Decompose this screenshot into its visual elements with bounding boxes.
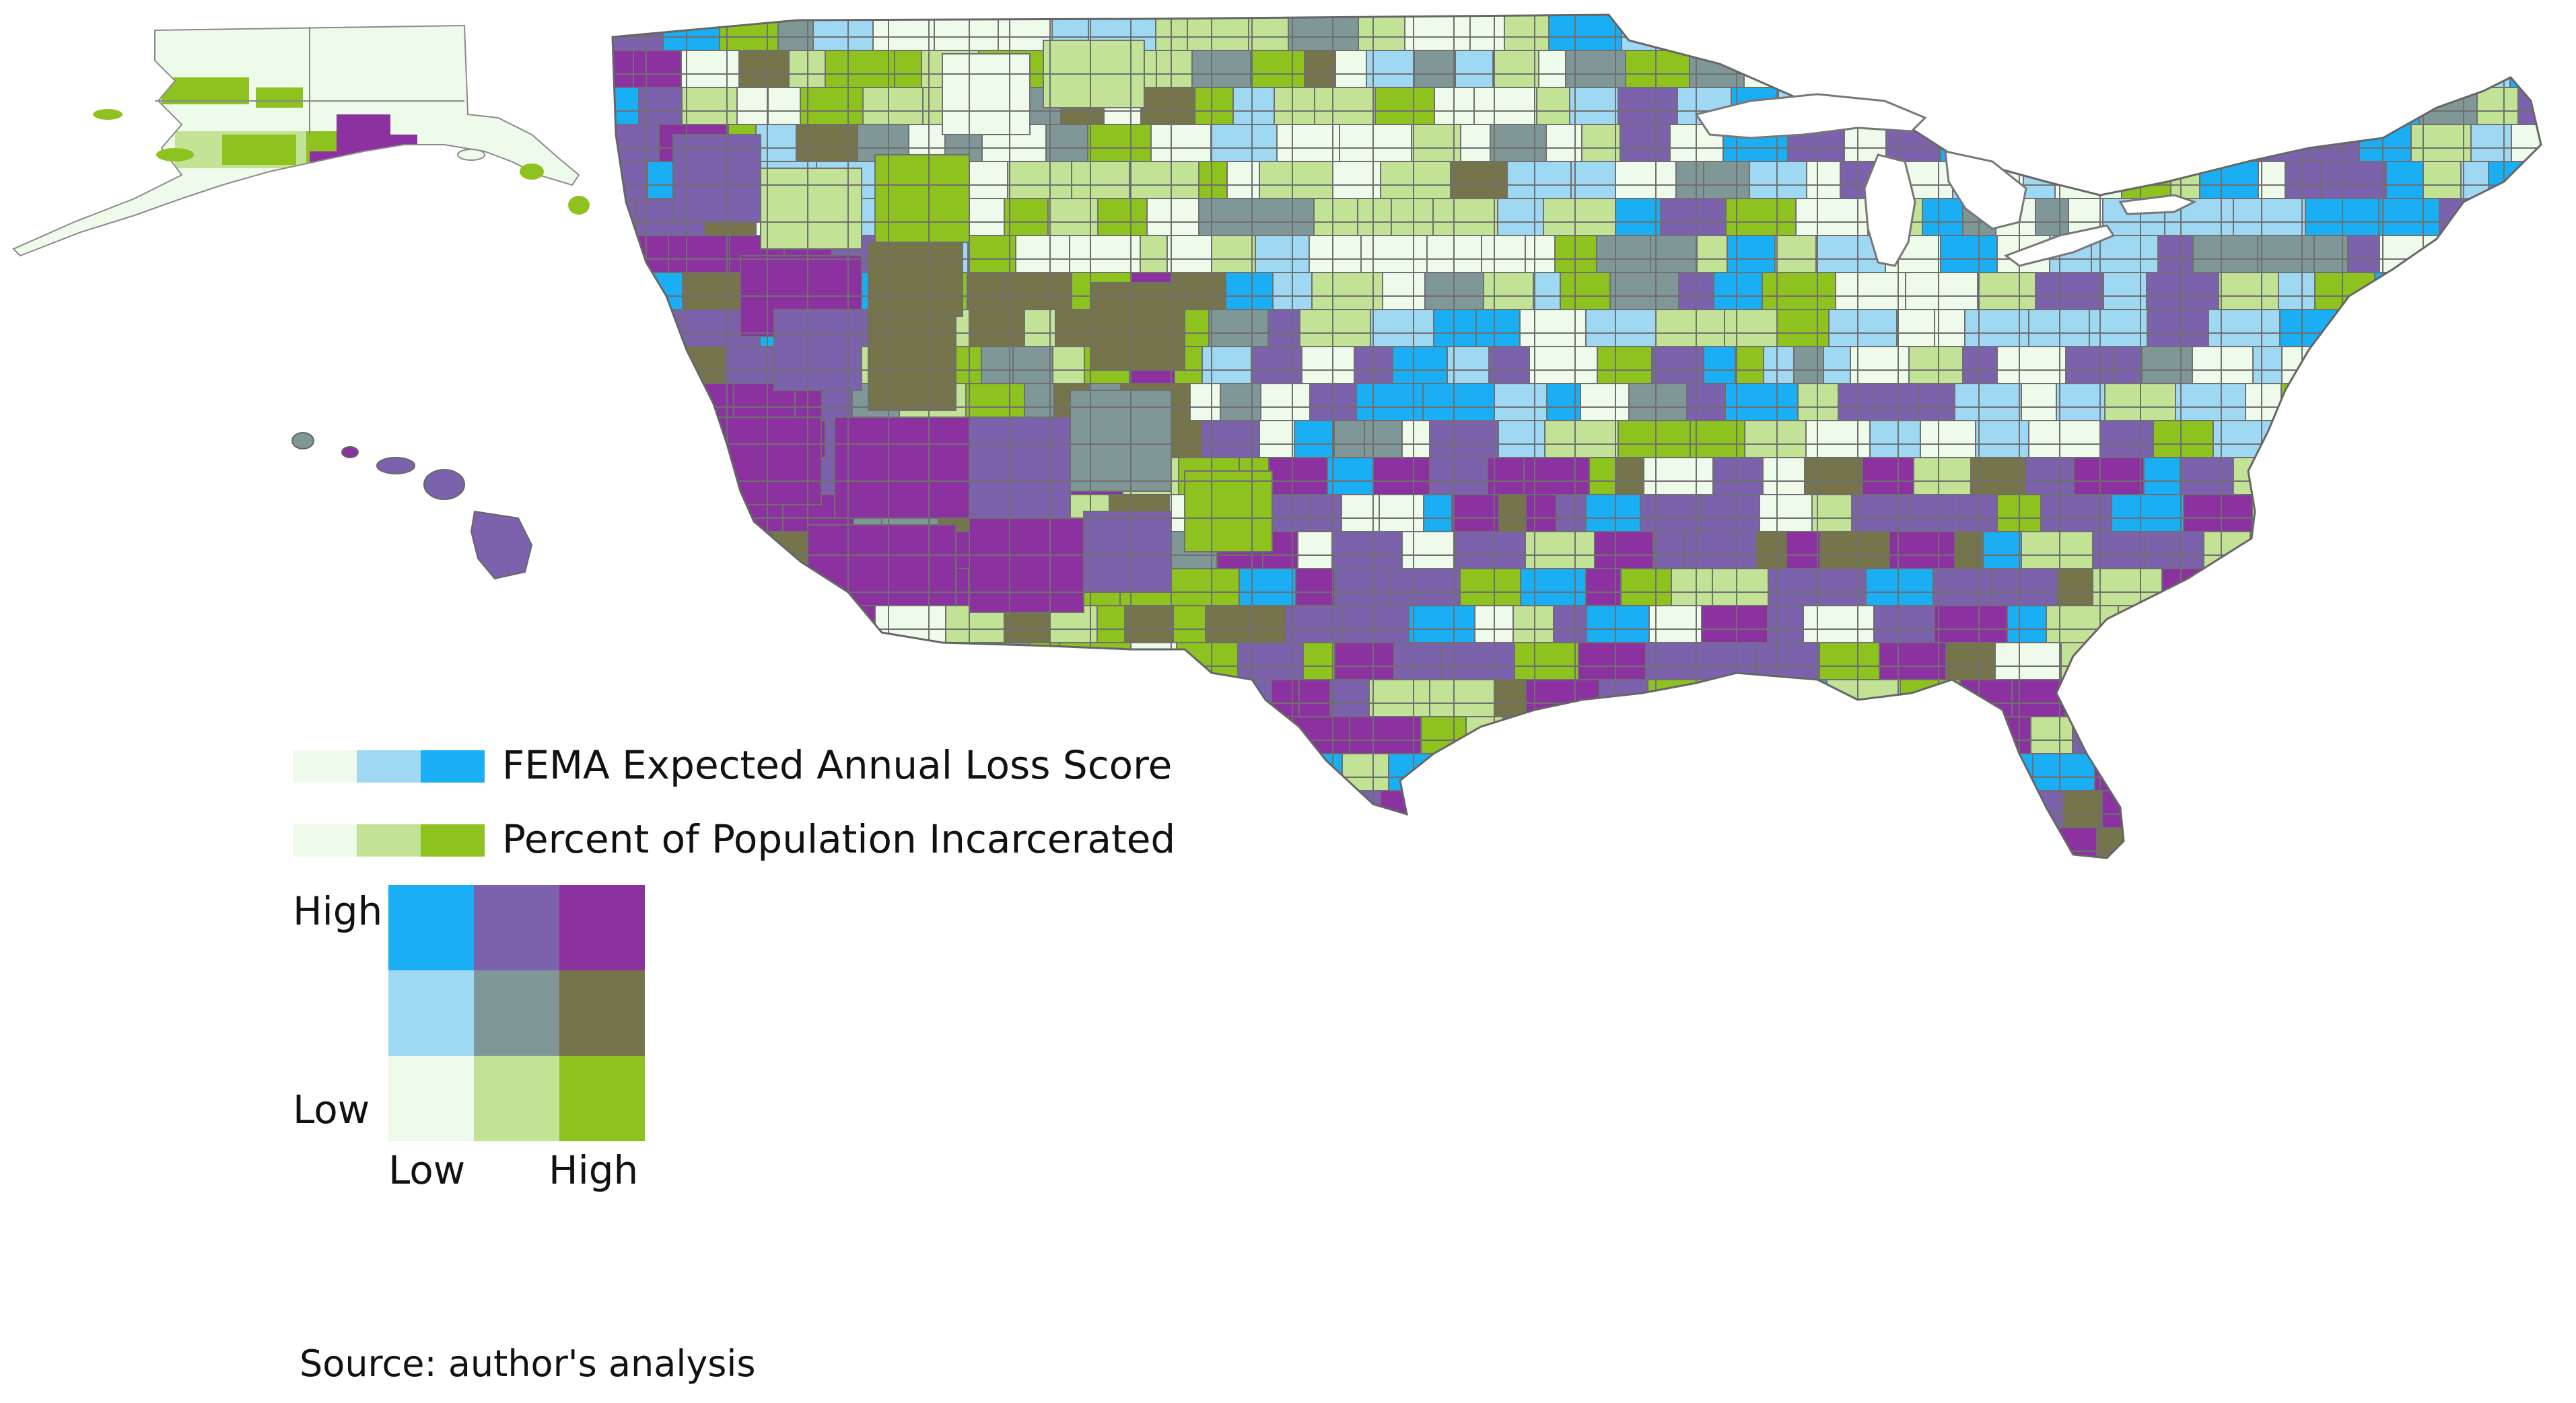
matrix-cell	[388, 970, 474, 1056]
matrix-cell	[559, 970, 645, 1056]
matrix-cell	[388, 1056, 474, 1141]
hawaii-map	[291, 432, 533, 580]
lake-ontario	[2118, 194, 2197, 215]
us-outline	[611, 13, 2542, 859]
hawaii-island-molokai	[376, 457, 415, 474]
matrix-cell	[474, 1056, 559, 1141]
lake-superior	[1694, 93, 1927, 139]
source-note: Source: author's analysis	[300, 1342, 756, 1385]
matrix-cell	[559, 885, 645, 970]
bivariate-legend-matrix	[388, 885, 645, 1141]
incarceration-ramp-swatch	[357, 824, 421, 857]
alaska-islands	[93, 109, 590, 215]
matrix-cell	[474, 885, 559, 970]
hawaii-island-oahu	[341, 446, 359, 458]
fema-ramp-swatch	[357, 750, 421, 783]
fema-color-ramp	[293, 750, 485, 783]
fema-legend-label: FEMA Expected Annual Loss Score	[502, 742, 1173, 788]
alaska-map	[12, 24, 590, 257]
hawaii-island-kauai	[291, 432, 314, 449]
fema-ramp-swatch	[421, 750, 485, 783]
hawaii-island-maui	[423, 469, 465, 500]
incarceration-ramp-swatch	[293, 824, 357, 857]
matrix-cell	[388, 885, 474, 970]
lake-huron	[1944, 150, 2027, 230]
lake-michigan	[1863, 153, 1916, 267]
hawaii-island-big	[470, 510, 533, 580]
alaska-outline	[12, 24, 580, 257]
matrix-y-high-label: High	[293, 888, 383, 934]
matrix-cell	[559, 1056, 645, 1141]
lake-erie	[2003, 224, 2116, 267]
incarceration-ramp-swatch	[421, 824, 485, 857]
matrix-cell	[474, 970, 559, 1056]
great-lakes	[1694, 93, 2197, 267]
matrix-y-low-label: Low	[293, 1087, 370, 1132]
fema-ramp-swatch	[293, 750, 357, 783]
matrix-x-low-label: Low	[388, 1147, 466, 1193]
matrix-x-high-label: High	[549, 1147, 639, 1193]
incarceration-color-ramp	[293, 824, 485, 857]
incarceration-legend-label: Percent of Population Incarcerated	[502, 816, 1176, 862]
